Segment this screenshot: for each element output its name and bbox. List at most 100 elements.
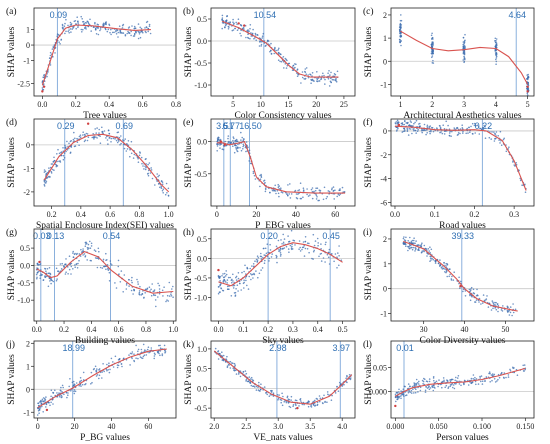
x-tick-label: 4.0 <box>337 422 347 431</box>
scatter-point <box>248 160 250 162</box>
y-tick-label: 0.0 <box>197 37 207 46</box>
scatter-point <box>527 76 530 79</box>
scatter-point <box>258 381 260 384</box>
scatter-point <box>307 401 310 403</box>
scatter-point <box>50 389 53 392</box>
plot-frame <box>33 118 177 207</box>
scatter-point <box>487 306 490 308</box>
scatter-point <box>467 384 470 386</box>
scatter-point <box>237 277 240 280</box>
scatter-point <box>235 148 238 150</box>
scatter-point <box>126 148 129 150</box>
scatter-point <box>232 21 234 24</box>
scatter-point <box>448 275 451 278</box>
scatter-point <box>295 63 297 66</box>
scatter-point <box>294 403 297 405</box>
scatter-point <box>65 271 67 274</box>
scatter-point <box>69 378 71 380</box>
scatter-point <box>70 24 72 26</box>
scatter-point <box>73 392 76 395</box>
scatter-point <box>312 258 314 260</box>
scatter-point <box>233 292 236 294</box>
scatter-point <box>157 175 159 178</box>
scatter-point <box>96 257 98 260</box>
scatter-point <box>89 18 91 21</box>
scatter-point <box>513 164 515 166</box>
scatter-point <box>265 252 268 255</box>
scatter-point <box>316 187 319 189</box>
scatter-point <box>277 183 280 186</box>
scatter-point <box>255 270 257 272</box>
scatter-point <box>278 248 280 251</box>
scatter-point <box>108 137 110 139</box>
scatter-point <box>310 188 313 191</box>
scatter-point <box>288 62 291 65</box>
scatter-point <box>286 64 289 67</box>
scatter-point <box>163 344 166 347</box>
scatter-point <box>323 186 326 189</box>
scatter-point <box>265 392 267 394</box>
scatter-point <box>255 389 258 391</box>
scatter-point <box>249 24 252 26</box>
scatter-point <box>84 255 87 257</box>
scatter-point <box>60 38 63 41</box>
scatter-point <box>145 288 147 291</box>
scatter-point <box>227 276 230 279</box>
scatter-point <box>224 26 226 28</box>
scatter-point <box>49 404 51 407</box>
highlight-point <box>219 140 223 143</box>
scatter-point <box>425 133 427 136</box>
scatter-point <box>279 255 282 257</box>
scatter-point <box>249 273 252 275</box>
scatter-point <box>270 389 273 392</box>
scatter-point <box>256 34 259 36</box>
scatter-point <box>429 255 432 258</box>
scatter-point <box>42 411 44 413</box>
scatter-point <box>439 126 442 129</box>
scatter-point <box>319 397 322 400</box>
scatter-point <box>236 23 238 26</box>
scatter-point <box>82 379 85 381</box>
scatter-point <box>428 130 431 133</box>
scatter-point <box>48 267 51 269</box>
scatter-point <box>72 250 74 253</box>
scatter-point <box>411 385 414 388</box>
scatter-point <box>402 243 405 245</box>
scatter-point <box>335 77 337 80</box>
scatter-point <box>430 248 433 251</box>
y-tick-label: 1 <box>383 34 387 43</box>
scatter-point <box>432 42 434 45</box>
scatter-point <box>308 251 310 254</box>
x-tick-label: 0.0 <box>32 325 42 334</box>
scatter-point <box>430 259 432 261</box>
scatter-point <box>74 20 77 22</box>
scatter-point <box>287 184 289 186</box>
scatter-point <box>166 299 168 301</box>
scatter-point <box>220 287 223 290</box>
scatter-point <box>446 379 448 381</box>
scatter-point <box>328 70 330 72</box>
x-tick-label: 40 <box>292 210 300 219</box>
scatter-point <box>148 162 151 164</box>
scatter-point <box>94 21 96 24</box>
scatter-point <box>428 127 431 129</box>
scatter-point <box>145 26 148 28</box>
scatter-point <box>331 188 333 191</box>
scatter-point <box>67 394 69 397</box>
threshold-label: 2.98 <box>269 343 287 353</box>
scatter-point <box>225 358 227 360</box>
scatter-point <box>328 251 330 254</box>
scatter-point <box>232 139 234 142</box>
scatter-point <box>400 122 403 125</box>
scatter-point <box>235 279 238 281</box>
scatter-point <box>500 309 503 311</box>
x-tick-label: 0.6 <box>138 100 148 109</box>
scatter-point <box>429 132 431 135</box>
scatter-point <box>394 393 397 396</box>
scatter-point <box>69 21 72 24</box>
scatter-point <box>239 24 242 26</box>
scatter-point <box>495 137 497 140</box>
scatter-point <box>59 389 62 392</box>
scatter-point <box>111 31 114 34</box>
scatter-point <box>89 259 92 262</box>
